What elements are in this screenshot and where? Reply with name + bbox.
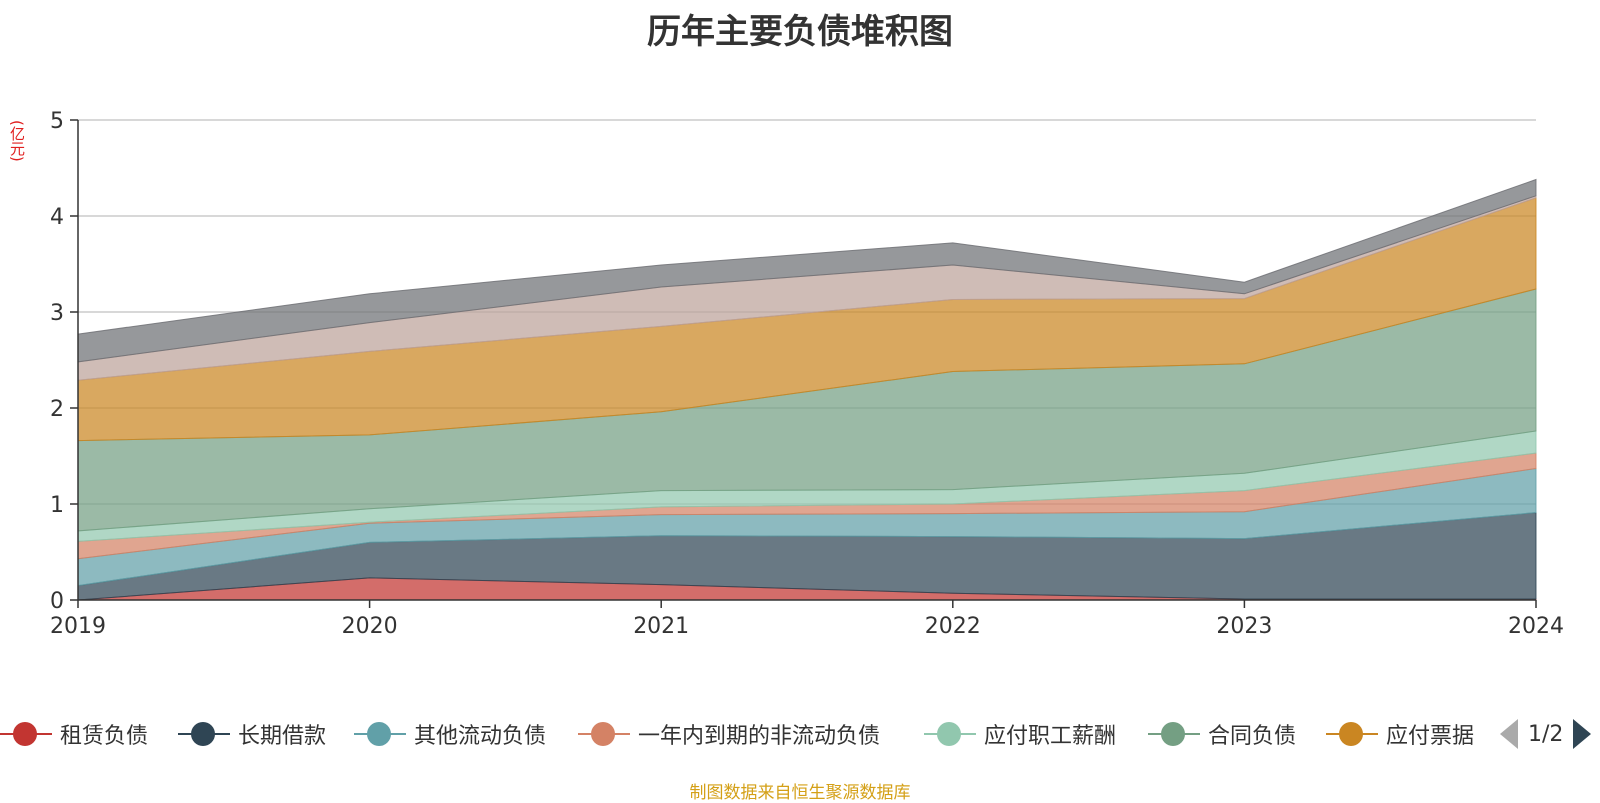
legend-label: 一年内到期的非流动负债 [638, 724, 881, 749]
legend-item[interactable]: 租赁负债 [0, 716, 148, 752]
legend-label: 应付票据 [1386, 724, 1475, 749]
x-tick-label: 2020 [342, 614, 398, 639]
x-tick-label: 2022 [925, 614, 981, 639]
legend-label: 应付职工薪酬 [984, 724, 1117, 749]
legend-item[interactable]: 合同负债 [1148, 716, 1296, 752]
legend-label: 合同负债 [1208, 724, 1297, 749]
y-axis-unit-label: (亿元) [8, 120, 26, 162]
legend-next-page-icon[interactable] [1573, 719, 1592, 749]
legend-page-indicator: 1/2 [1528, 721, 1564, 747]
y-tick-label: 1 [50, 493, 64, 518]
legend: 租赁负债 长期借款 其他流动负债 一年内到期的非流动负债 应付职工薪酬 合同负债 应付票据 [0, 716, 1600, 752]
legend-item[interactable]: 应付票据 [1326, 716, 1474, 752]
x-tick-label: 2024 [1508, 614, 1564, 639]
legend-marker-icon [924, 720, 976, 748]
y-tick-label: 5 [50, 109, 64, 134]
legend-prev-page-icon[interactable] [1500, 719, 1518, 749]
legend-label: 长期借款 [238, 724, 327, 749]
x-tick-label: 2019 [50, 614, 106, 639]
legend-marker-icon [0, 720, 52, 748]
data-source-note: 制图数据来自恒生聚源数据库 [689, 783, 911, 803]
stacked-area-chart: 0 1 2 3 4 5 2019 2020 2021 2022 2023 2024 [50, 109, 1564, 639]
legend-item[interactable]: 其他流动负债 [354, 716, 546, 752]
y-tick-label: 3 [50, 301, 64, 326]
area-series-layer [77, 178, 1537, 601]
legend-marker-icon [1148, 720, 1200, 748]
y-tick-label: 2 [50, 397, 64, 422]
x-tick-label: 2021 [633, 614, 689, 639]
axes: 0 1 2 3 4 5 2019 2020 2021 2022 2023 2024 [50, 109, 1564, 639]
legend-label: 租赁负债 [60, 724, 149, 749]
y-tick-label: 0 [50, 589, 64, 614]
y-tick-label: 4 [50, 205, 64, 230]
legend-item[interactable]: 应付职工薪酬 [924, 716, 1116, 752]
legend-marker-icon [178, 720, 230, 748]
legend-marker-icon [354, 720, 406, 748]
legend-item[interactable]: 长期借款 [178, 716, 326, 752]
legend-pager: 1/2 [1500, 716, 1592, 752]
legend-marker-icon [578, 720, 630, 748]
chart-title: 历年主要负债堆积图 [647, 12, 953, 52]
x-tick-label: 2023 [1216, 614, 1272, 639]
legend-marker-icon [1326, 720, 1378, 748]
legend-item[interactable]: 一年内到期的非流动负债 [578, 716, 880, 752]
legend-label: 其他流动负债 [414, 724, 547, 749]
area-series-9 [77, 178, 1537, 363]
